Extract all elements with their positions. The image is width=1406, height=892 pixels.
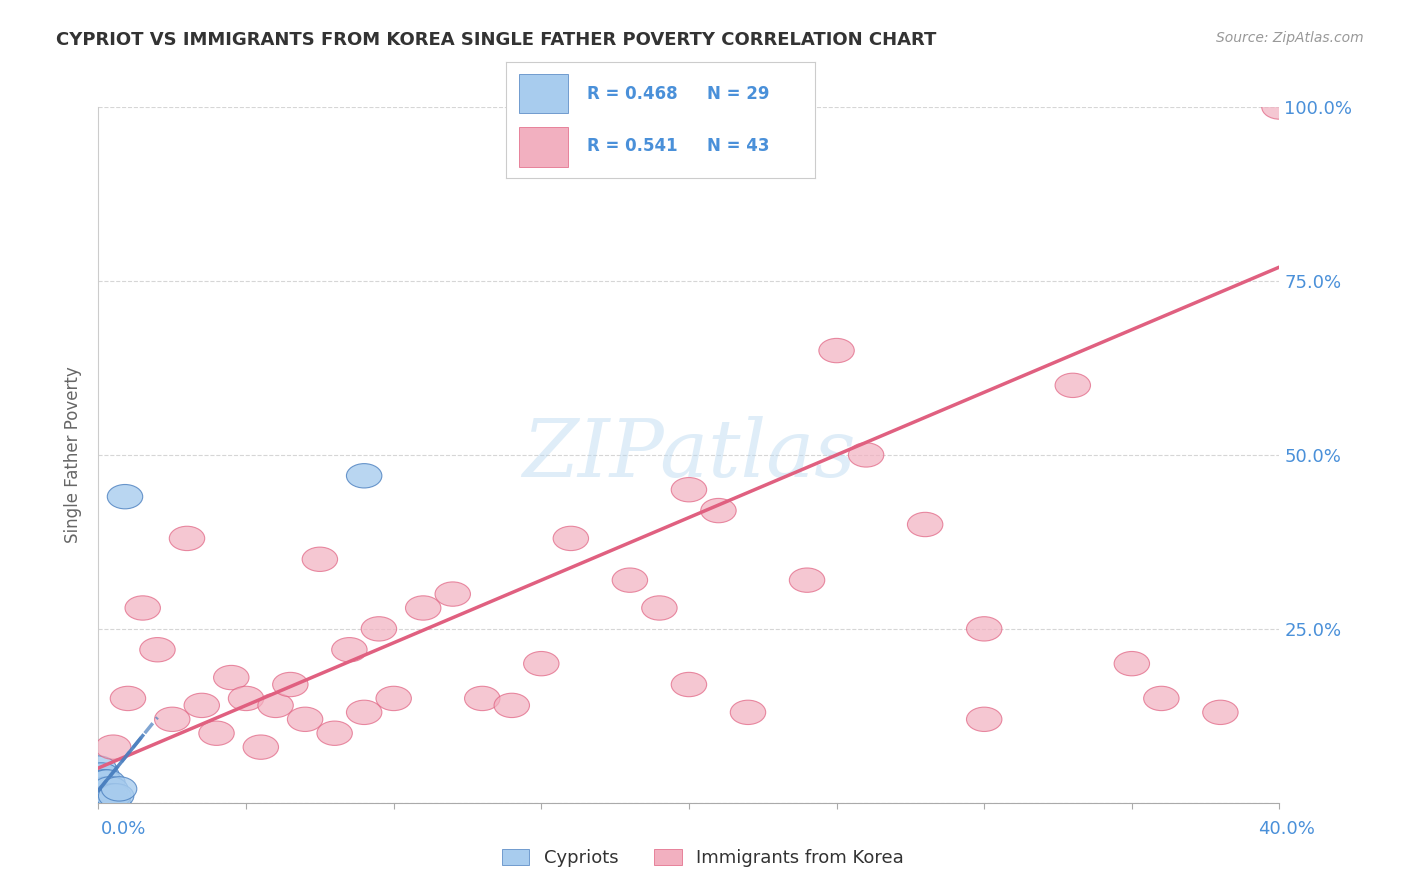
Ellipse shape bbox=[730, 700, 766, 724]
Ellipse shape bbox=[155, 707, 190, 731]
FancyBboxPatch shape bbox=[519, 74, 568, 113]
Ellipse shape bbox=[641, 596, 678, 620]
Text: 0.0%: 0.0% bbox=[101, 820, 146, 838]
Text: 40.0%: 40.0% bbox=[1258, 820, 1315, 838]
Text: R = 0.468: R = 0.468 bbox=[586, 85, 678, 103]
FancyBboxPatch shape bbox=[519, 128, 568, 167]
Ellipse shape bbox=[553, 526, 589, 550]
Ellipse shape bbox=[184, 693, 219, 717]
Legend: Cypriots, Immigrants from Korea: Cypriots, Immigrants from Korea bbox=[495, 841, 911, 874]
Ellipse shape bbox=[169, 526, 205, 550]
Ellipse shape bbox=[84, 763, 120, 787]
Ellipse shape bbox=[80, 790, 117, 815]
Ellipse shape bbox=[1202, 700, 1239, 724]
Ellipse shape bbox=[90, 790, 125, 815]
Ellipse shape bbox=[90, 770, 125, 794]
Ellipse shape bbox=[361, 616, 396, 641]
Ellipse shape bbox=[80, 763, 117, 787]
Ellipse shape bbox=[1054, 373, 1091, 398]
Ellipse shape bbox=[375, 686, 412, 711]
Ellipse shape bbox=[346, 700, 382, 724]
Ellipse shape bbox=[464, 686, 501, 711]
Ellipse shape bbox=[80, 777, 117, 801]
Ellipse shape bbox=[107, 484, 143, 508]
Ellipse shape bbox=[818, 338, 855, 363]
Ellipse shape bbox=[96, 784, 131, 808]
Ellipse shape bbox=[612, 568, 648, 592]
Ellipse shape bbox=[1143, 686, 1180, 711]
Ellipse shape bbox=[93, 790, 128, 815]
Text: N = 29: N = 29 bbox=[707, 85, 769, 103]
Ellipse shape bbox=[93, 784, 128, 808]
Ellipse shape bbox=[316, 721, 353, 746]
Ellipse shape bbox=[302, 547, 337, 572]
Ellipse shape bbox=[257, 693, 294, 717]
Ellipse shape bbox=[80, 784, 117, 808]
Ellipse shape bbox=[98, 784, 134, 808]
Ellipse shape bbox=[848, 442, 884, 467]
Ellipse shape bbox=[93, 777, 128, 801]
Ellipse shape bbox=[273, 673, 308, 697]
Ellipse shape bbox=[90, 777, 125, 801]
Ellipse shape bbox=[90, 784, 125, 808]
Text: R = 0.541: R = 0.541 bbox=[586, 137, 678, 155]
Ellipse shape bbox=[84, 777, 120, 801]
Y-axis label: Single Father Poverty: Single Father Poverty bbox=[65, 367, 83, 543]
Text: N = 43: N = 43 bbox=[707, 137, 769, 155]
Ellipse shape bbox=[243, 735, 278, 759]
Text: ZIPatlas: ZIPatlas bbox=[522, 417, 856, 493]
Ellipse shape bbox=[494, 693, 530, 717]
Ellipse shape bbox=[966, 707, 1002, 731]
Text: CYPRIOT VS IMMIGRANTS FROM KOREA SINGLE FATHER POVERTY CORRELATION CHART: CYPRIOT VS IMMIGRANTS FROM KOREA SINGLE … bbox=[56, 31, 936, 49]
Ellipse shape bbox=[80, 756, 117, 780]
Ellipse shape bbox=[434, 582, 471, 607]
Ellipse shape bbox=[87, 784, 122, 808]
Ellipse shape bbox=[966, 616, 1002, 641]
Ellipse shape bbox=[87, 777, 122, 801]
Ellipse shape bbox=[80, 790, 117, 815]
Ellipse shape bbox=[700, 499, 737, 523]
Ellipse shape bbox=[671, 477, 707, 502]
Ellipse shape bbox=[1261, 95, 1298, 120]
Ellipse shape bbox=[87, 770, 122, 794]
Text: Source: ZipAtlas.com: Source: ZipAtlas.com bbox=[1216, 31, 1364, 45]
Ellipse shape bbox=[523, 651, 560, 676]
Ellipse shape bbox=[84, 770, 120, 794]
Ellipse shape bbox=[198, 721, 235, 746]
Ellipse shape bbox=[228, 686, 264, 711]
Ellipse shape bbox=[110, 686, 146, 711]
Ellipse shape bbox=[84, 790, 120, 815]
Ellipse shape bbox=[405, 596, 441, 620]
Ellipse shape bbox=[80, 770, 117, 794]
Ellipse shape bbox=[87, 790, 122, 815]
Ellipse shape bbox=[332, 638, 367, 662]
Ellipse shape bbox=[139, 638, 176, 662]
Ellipse shape bbox=[214, 665, 249, 690]
Ellipse shape bbox=[346, 464, 382, 488]
Ellipse shape bbox=[789, 568, 825, 592]
Ellipse shape bbox=[287, 707, 323, 731]
Ellipse shape bbox=[96, 735, 131, 759]
Ellipse shape bbox=[1114, 651, 1150, 676]
Ellipse shape bbox=[907, 512, 943, 537]
Ellipse shape bbox=[84, 784, 120, 808]
Ellipse shape bbox=[101, 777, 136, 801]
Ellipse shape bbox=[96, 790, 131, 815]
Ellipse shape bbox=[125, 596, 160, 620]
Ellipse shape bbox=[671, 673, 707, 697]
